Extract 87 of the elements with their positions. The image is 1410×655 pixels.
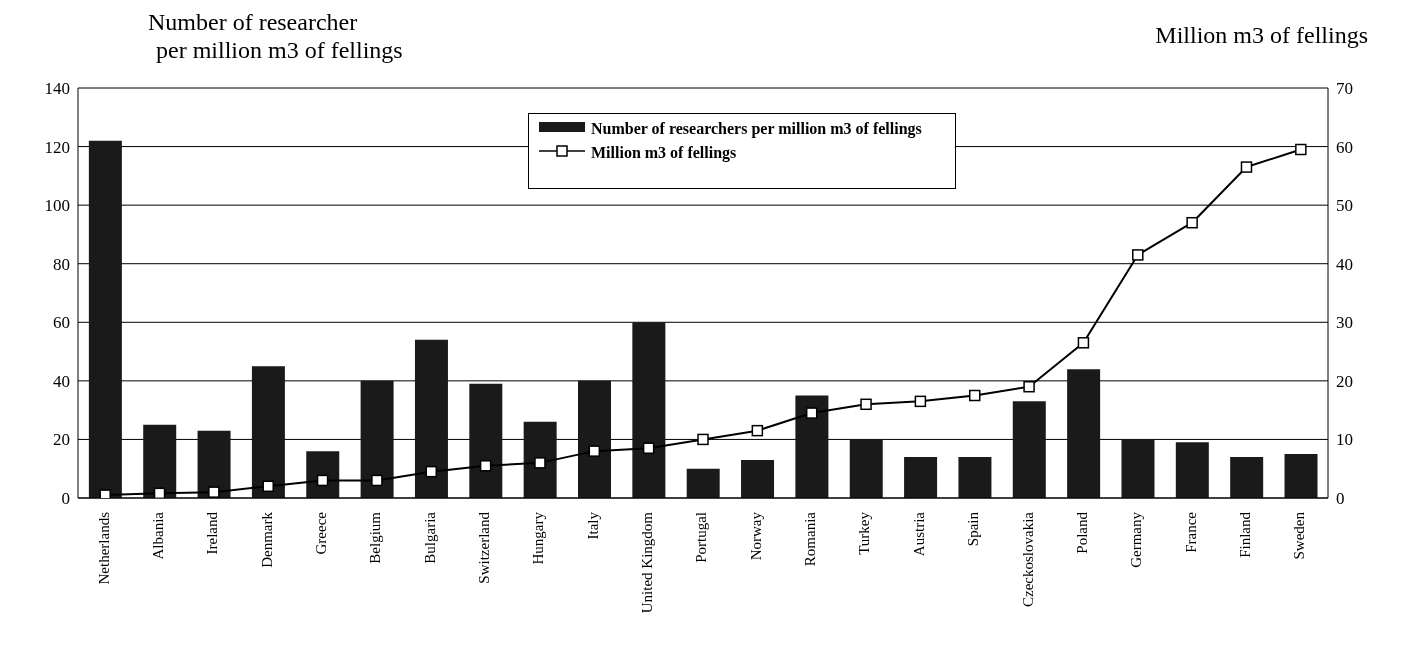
legend-label: Million m3 of fellings <box>591 144 737 162</box>
x-tick-label: Portugal <box>693 512 710 563</box>
point <box>1295 143 1307 156</box>
bar <box>143 424 177 498</box>
y2-tick-label: 20 <box>1336 371 1353 391</box>
point <box>425 465 438 478</box>
x-tick-label: Austria <box>910 511 927 557</box>
bar <box>197 430 231 498</box>
point <box>642 442 655 454</box>
bar <box>1067 369 1101 498</box>
y2-axis-title: Million m3 of fellings <box>1155 22 1368 49</box>
x-tick-label: Germany <box>1128 511 1145 568</box>
point <box>588 445 601 457</box>
y2-tick-label: 10 <box>1336 430 1353 450</box>
x-tick-label: Norway <box>747 511 764 561</box>
point <box>1077 337 1090 349</box>
y-tick-label: 0 <box>61 489 70 509</box>
x-tick-label: Netherlands <box>95 511 112 585</box>
bar <box>1175 442 1209 498</box>
y2-tick-label: 40 <box>1336 254 1353 274</box>
x-tick-label: Poland <box>1073 511 1090 554</box>
y-tick-label: 20 <box>53 430 70 450</box>
y-tick-label: 120 <box>44 137 70 157</box>
x-tick-label: Belgium <box>367 511 384 564</box>
bar <box>1284 454 1318 498</box>
bar <box>360 380 394 498</box>
y-tick-label: 80 <box>53 254 70 274</box>
point <box>860 398 872 411</box>
x-tick-label: Romania <box>802 511 819 567</box>
x-tick-label: Ireland <box>204 511 221 555</box>
x-tick-label: Spain <box>965 511 982 547</box>
point <box>1240 161 1253 173</box>
y-tick-label: 60 <box>53 313 70 333</box>
bar <box>849 439 883 498</box>
bar <box>251 366 285 498</box>
point <box>1023 380 1035 393</box>
bar <box>795 395 829 498</box>
bar <box>904 457 938 498</box>
x-tick-label: Switzerland <box>476 511 493 584</box>
bar <box>686 468 720 498</box>
y-axis-title: Number of researcher per million m3 of fellings <box>148 8 403 64</box>
bar <box>469 383 503 498</box>
bar <box>1012 401 1046 498</box>
y2-tick-label: 30 <box>1336 313 1353 333</box>
legend-label: Number of researchers per million m3 of fellings <box>591 120 922 138</box>
point <box>914 395 927 408</box>
y2-tick-label: 70 <box>1336 79 1353 99</box>
point <box>1132 249 1144 261</box>
x-tick-label: Finland <box>1236 511 1253 558</box>
bar <box>741 459 775 498</box>
y-tick-label: 40 <box>53 371 70 391</box>
y-tick-label: 140 <box>44 79 70 99</box>
y2-tick-label: 50 <box>1336 196 1353 216</box>
bar <box>88 140 122 498</box>
x-tick-label: Turkey <box>856 511 873 555</box>
x-tick-label: Hungary <box>530 511 547 565</box>
point <box>805 407 818 419</box>
point <box>751 424 764 437</box>
x-tick-label: Italy <box>584 511 601 540</box>
point <box>99 489 111 498</box>
x-tick-label: Greece <box>313 511 329 555</box>
point <box>208 486 220 498</box>
bar <box>523 421 557 498</box>
point <box>153 487 166 498</box>
bar <box>1230 457 1264 498</box>
x-tick-label: France <box>1182 511 1199 553</box>
y-tick-label: 100 <box>44 196 70 216</box>
point <box>371 474 383 487</box>
point <box>1186 216 1198 229</box>
y2-tick-label: 0 <box>1336 489 1345 509</box>
point <box>262 480 274 493</box>
x-tick-label: Czeckoslovakia <box>1019 511 1036 607</box>
x-tick-label: Bulgaria <box>421 511 438 564</box>
bar <box>414 339 448 498</box>
x-tick-label: Denmark <box>258 511 275 568</box>
x-tick-label: Albania <box>149 511 166 560</box>
bar <box>632 322 666 498</box>
x-tick-label: United Kingdom <box>639 511 656 614</box>
x-tick-label: Sweden <box>1291 511 1308 560</box>
point <box>534 457 546 469</box>
point <box>479 460 492 472</box>
bar <box>958 457 992 498</box>
point <box>968 389 981 402</box>
bar <box>1121 439 1155 498</box>
bar <box>578 380 611 498</box>
y2-tick-label: 60 <box>1336 137 1353 157</box>
point <box>697 433 709 446</box>
